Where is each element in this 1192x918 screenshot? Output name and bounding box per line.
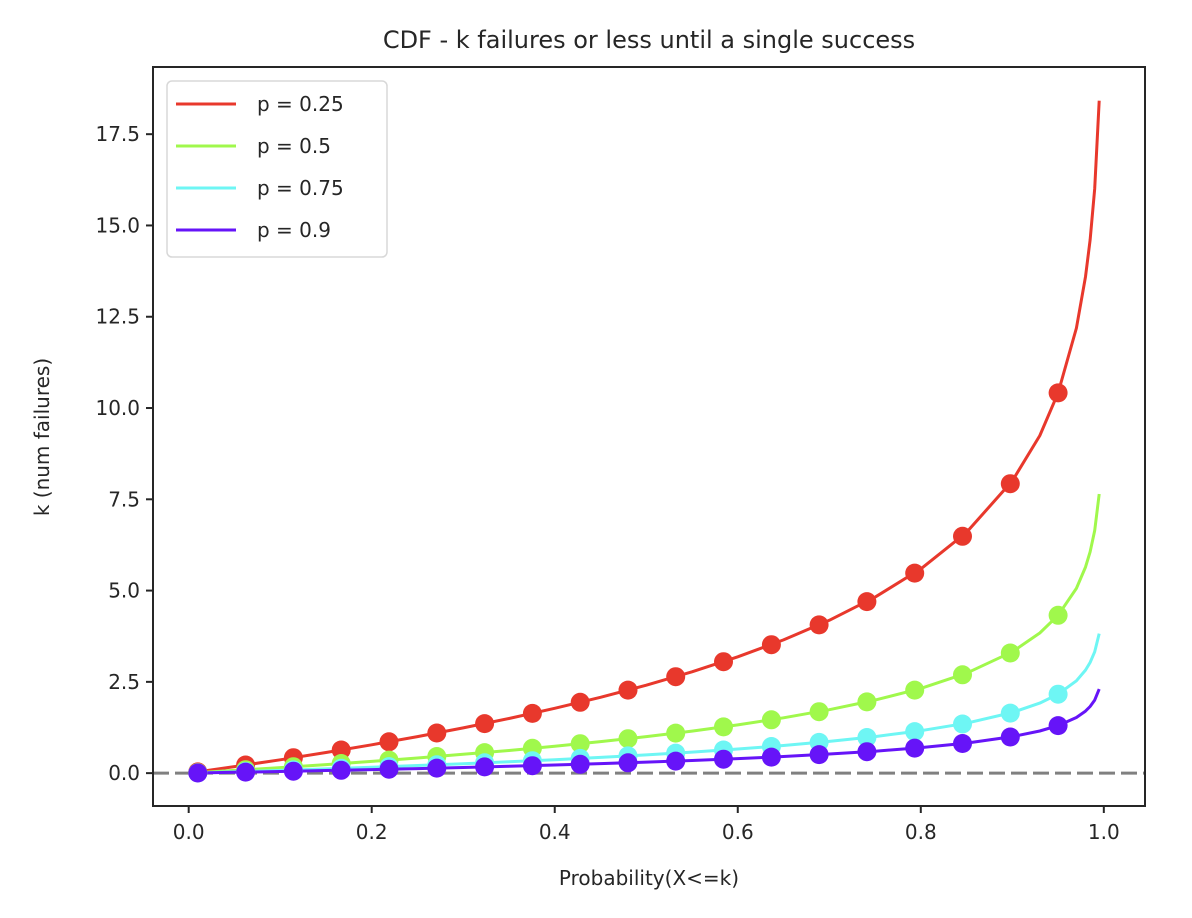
x-tick-label: 1.0 (1088, 820, 1120, 844)
x-tick-label: 0.2 (356, 820, 388, 844)
series-3-point (1000, 727, 1020, 747)
legend: p = 0.25 p = 0.5 p = 0.75 p = 0.9 (166, 80, 388, 258)
series-3-point (331, 760, 351, 780)
series-0-point (1000, 474, 1020, 494)
series-0-point (905, 563, 925, 583)
series-0-point (331, 740, 351, 760)
series-0-point (522, 703, 542, 723)
series-3-point (857, 742, 877, 762)
series-1-point (1048, 605, 1068, 625)
y-tick-label: 12.5 (95, 305, 140, 329)
y-tick-label: 2.5 (108, 670, 140, 694)
axes-frame (152, 66, 1146, 807)
legend-label-3: p = 0.9 (257, 218, 331, 242)
series-line-0 (197, 100, 1101, 774)
series-0-point (570, 692, 590, 712)
series-line-1 (197, 493, 1101, 775)
x-tick-label: 0.6 (722, 820, 754, 844)
series-0-point (427, 723, 447, 743)
series-3-point (236, 762, 256, 782)
series-0-point (809, 615, 829, 635)
legend-box (166, 80, 388, 258)
series-3-point (761, 747, 781, 767)
series-3-point (809, 745, 829, 765)
series-0-point (714, 652, 733, 672)
series-1-point (761, 710, 781, 730)
series-line-2 (197, 633, 1101, 775)
series-2-point (905, 722, 925, 742)
series-0-point (857, 592, 877, 612)
series-2-point (857, 728, 877, 747)
series-1-point (905, 680, 925, 700)
series-2-point (1048, 684, 1068, 704)
series-3-point (188, 763, 208, 783)
series-1-point (953, 665, 972, 685)
x-axis-label: Probability(X<=k) (559, 866, 739, 890)
series-1-point (618, 729, 638, 749)
series-1-point (1000, 643, 1020, 663)
series-3-point (427, 758, 447, 778)
x-axis: 0.0 0.2 0.4 0.6 0.8 1.0 (173, 806, 1120, 844)
x-tick-label: 0.4 (539, 820, 571, 844)
series-0-point (1048, 383, 1068, 403)
series-3-point (522, 756, 542, 776)
series-0-point (953, 526, 972, 546)
series-3-point (666, 751, 686, 771)
series-0-point (761, 635, 781, 655)
x-tick-label: 0.0 (173, 820, 205, 844)
series-3-point (953, 734, 972, 753)
series-0-point (666, 667, 686, 687)
series-1-point (857, 692, 877, 712)
series-0-point (379, 732, 399, 752)
y-tick-label: 15.0 (95, 213, 140, 237)
series-3-point (283, 761, 303, 781)
y-tick-label: 5.0 (108, 579, 140, 603)
y-axis-label: k (num failures) (30, 358, 54, 516)
y-tick-label: 17.5 (95, 122, 140, 146)
series-3-point (379, 759, 399, 779)
series-1-point (570, 734, 590, 754)
y-tick-label: 7.5 (108, 487, 140, 511)
series-1-point (809, 702, 829, 722)
series-3-point (475, 757, 495, 777)
plot-area (153, 100, 1145, 783)
series-0-point (618, 680, 638, 700)
series-3-point (1048, 716, 1068, 736)
series-2-point (1000, 703, 1020, 723)
series-0-point (475, 714, 495, 734)
series-1-point (666, 723, 686, 743)
y-tick-label: 0.0 (108, 761, 140, 785)
series-3-point (618, 753, 638, 773)
legend-label-0: p = 0.25 (257, 92, 344, 116)
series-3-point (714, 749, 733, 769)
chart-title: CDF - k failures or less until a single … (383, 26, 915, 54)
y-axis: 0.0 2.5 5.0 7.5 10.0 12.5 15.0 17.5 (95, 122, 153, 785)
series-1-point (714, 717, 733, 737)
series-3-point (905, 738, 925, 758)
series-3-point (570, 754, 590, 774)
series-line-3 (197, 688, 1101, 775)
series-2-point (953, 714, 972, 734)
legend-label-1: p = 0.5 (257, 134, 331, 158)
legend-label-2: p = 0.75 (257, 176, 344, 200)
x-tick-label: 0.8 (905, 820, 937, 844)
y-tick-label: 10.0 (95, 396, 140, 420)
